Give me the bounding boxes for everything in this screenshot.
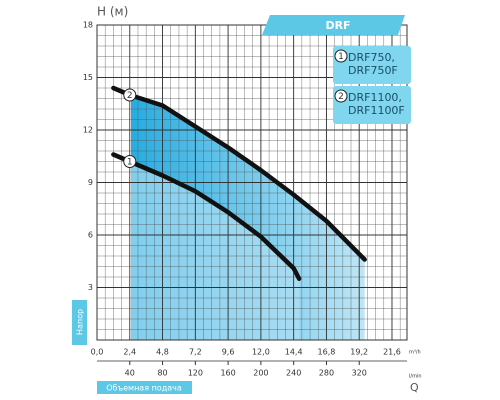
x-tick-label: 2,4 (123, 348, 136, 357)
x2-unit: l/min (409, 374, 422, 380)
y-tick-label: 12 (83, 126, 93, 135)
x-axis-name-box (97, 381, 192, 394)
legend-marker-label: 1 (338, 52, 344, 62)
y-axis-name-box (72, 300, 87, 345)
y-tick-label: 18 (83, 21, 93, 30)
legend-marker (334, 89, 348, 103)
y-axis-label: H (м) (97, 5, 128, 19)
y-axis-name: Напор (76, 309, 85, 335)
legend-entry: DRF1100, DRF1100F (348, 91, 405, 117)
x-tick-label: 12,0 (252, 348, 270, 357)
x-tick-label: 16,8 (318, 348, 336, 357)
y-tick-label: 15 (83, 73, 93, 82)
area (131, 162, 300, 340)
curve-marker (123, 155, 137, 168)
curve-marker-label: 2 (127, 91, 133, 101)
x2-tick-label: 120 (188, 369, 203, 378)
x-tick-label: 21,6 (383, 348, 401, 357)
x2-tick-label: 160 (220, 369, 235, 378)
x2-tick-label: 320 (352, 369, 367, 378)
legend-entry: DRF750, DRF750F (348, 51, 398, 77)
x-tick-label: 19,2 (350, 348, 368, 357)
y-tick-label: 9 (88, 178, 93, 187)
y-tick-label: 6 (88, 231, 93, 240)
legend-box (333, 86, 411, 124)
title-banner (262, 15, 405, 35)
x2-tick-label: 80 (157, 369, 167, 378)
x2-tick-label: 240 (286, 369, 301, 378)
x-tick-label: 9,6 (222, 348, 235, 357)
x-unit: m³/h (409, 350, 421, 356)
curve-marker (123, 88, 137, 102)
x-tick-label: 14,4 (285, 348, 303, 357)
legend-marker-label: 2 (338, 92, 344, 102)
x-tick-label: 7,2 (189, 348, 202, 357)
x-tick-label: 0,0 (91, 348, 104, 357)
chart-title: DRF (325, 19, 350, 32)
curve (111, 85, 367, 262)
x2-tick-label: 280 (319, 369, 334, 378)
x-tick-label: 4,8 (156, 348, 169, 357)
legend-marker (334, 49, 348, 63)
x2-tick-label: 200 (253, 369, 268, 378)
curve-marker-label: 1 (127, 158, 133, 168)
x-axis-name: Объемная подача (106, 384, 182, 393)
x2-tick-label: 40 (125, 369, 135, 378)
x-axis-label: Q (410, 381, 419, 394)
legend-box (333, 46, 411, 84)
y-tick-label: 3 (88, 283, 93, 292)
